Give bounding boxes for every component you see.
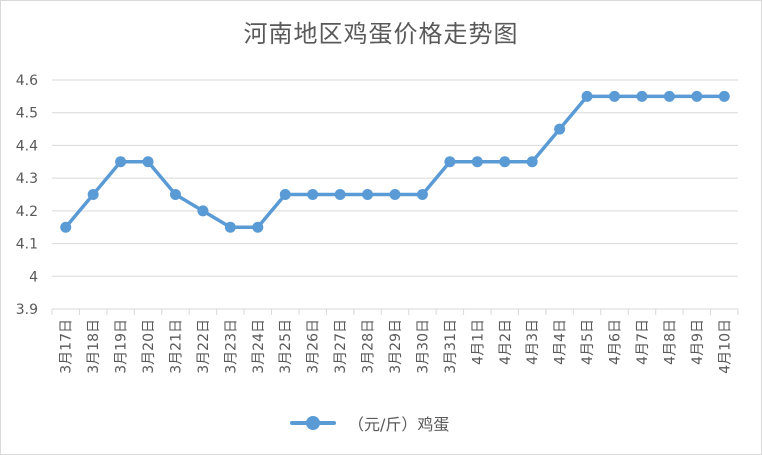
x-tick-label: 4月8日 xyxy=(662,319,678,365)
x-tick-label: 3月24日 xyxy=(251,319,267,374)
data-point xyxy=(581,90,593,102)
data-point xyxy=(142,156,154,168)
data-point xyxy=(279,189,291,200)
data-point xyxy=(87,189,99,200)
x-tick-label: 4月4日 xyxy=(553,319,569,365)
legend: （元/斤）鸡蛋 xyxy=(290,408,449,438)
y-tick-label: 3.9 xyxy=(16,302,38,318)
y-tick-label: 4.2 xyxy=(16,204,38,220)
x-tick-label: 3月29日 xyxy=(388,319,404,374)
data-point xyxy=(663,90,675,102)
chart-title: 河南地区鸡蛋价格走势图 xyxy=(243,20,519,48)
x-tick-label: 3月31日 xyxy=(443,319,459,374)
x-tick-label: 3月30日 xyxy=(415,319,431,374)
grid-lines xyxy=(52,79,738,310)
x-tick-label: 4月1日 xyxy=(470,319,486,365)
y-tick-label: 4.4 xyxy=(16,138,38,154)
data-point xyxy=(526,156,538,168)
x-tick-label: 3月25日 xyxy=(278,319,294,374)
data-point xyxy=(169,189,181,200)
x-tick-label: 4月5日 xyxy=(580,319,596,365)
y-tick-label: 4.5 xyxy=(16,106,38,122)
y-tick-label: 4.1 xyxy=(16,237,38,253)
x-tick-label: 3月17日 xyxy=(59,319,75,374)
y-axis-ticks: 3.9 4 4.1 4.2 4.3 4.4 4.5 4.6 xyxy=(16,73,38,318)
data-point xyxy=(252,221,264,233)
data-point xyxy=(554,123,566,135)
x-tick-label: 3月26日 xyxy=(306,319,322,374)
x-tick-label: 3月18日 xyxy=(86,319,102,374)
x-tick-label: 3月27日 xyxy=(333,319,349,374)
data-point xyxy=(307,189,319,200)
data-point xyxy=(636,90,648,102)
data-point xyxy=(444,156,456,168)
x-tick-label: 4月2日 xyxy=(498,319,514,365)
x-axis-ticks: 3月17日 3月18日 3月19日 3月20日 3月21日 3月22日 3月23日 3月24日… xyxy=(59,319,734,374)
legend-marker xyxy=(290,413,336,433)
x-tick-label: 4月3日 xyxy=(525,319,541,365)
data-point xyxy=(224,221,236,233)
x-tick-label: 4月7日 xyxy=(635,319,651,365)
x-tick-label: 4月9日 xyxy=(690,319,706,365)
data-point xyxy=(499,156,511,168)
x-axis xyxy=(51,309,739,315)
data-point xyxy=(609,90,621,102)
data-point xyxy=(718,90,730,102)
data-point xyxy=(416,189,428,200)
x-tick-label: 3月28日 xyxy=(361,319,377,374)
series-group xyxy=(60,90,730,233)
data-point xyxy=(334,189,346,200)
y-tick-label: 4 xyxy=(29,269,38,285)
x-tick-label: 4月6日 xyxy=(608,319,624,365)
y-tick-label: 4.3 xyxy=(16,171,38,187)
data-point xyxy=(389,189,401,200)
x-tick-label: 3月20日 xyxy=(141,319,157,374)
legend-label: （元/斤）鸡蛋 xyxy=(348,415,450,434)
data-point xyxy=(471,156,483,168)
y-tick-label: 4.6 xyxy=(16,73,38,89)
x-tick-label: 4月10日 xyxy=(717,319,733,374)
data-point xyxy=(197,205,209,217)
data-point xyxy=(691,90,703,102)
series-line xyxy=(64,94,725,229)
x-tick-label: 3月23日 xyxy=(223,319,239,374)
data-point xyxy=(60,221,72,233)
x-tick-label: 3月19日 xyxy=(114,319,130,374)
legend-dot xyxy=(306,416,320,430)
x-tick-label: 3月22日 xyxy=(196,319,212,374)
data-point xyxy=(115,156,127,168)
x-tick-label: 3月21日 xyxy=(168,319,184,374)
data-point xyxy=(362,189,374,200)
